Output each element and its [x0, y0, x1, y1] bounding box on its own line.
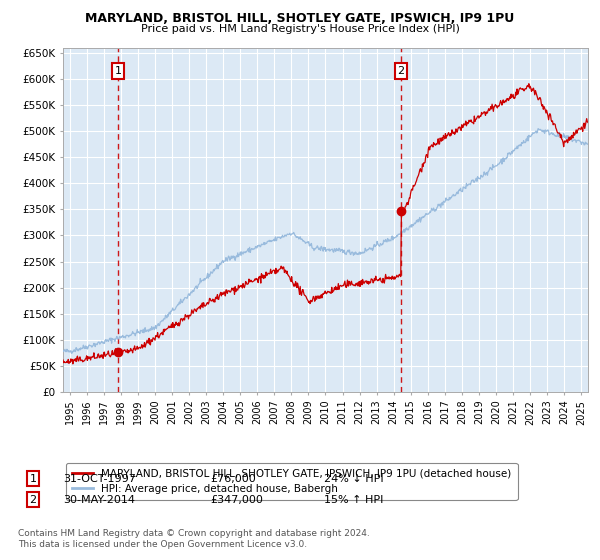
Text: 2: 2: [29, 494, 37, 505]
Text: 1: 1: [29, 474, 37, 484]
Text: 15% ↑ HPI: 15% ↑ HPI: [324, 494, 383, 505]
Text: MARYLAND, BRISTOL HILL, SHOTLEY GATE, IPSWICH, IP9 1PU: MARYLAND, BRISTOL HILL, SHOTLEY GATE, IP…: [85, 12, 515, 25]
Text: £347,000: £347,000: [210, 494, 263, 505]
Text: Price paid vs. HM Land Registry's House Price Index (HPI): Price paid vs. HM Land Registry's House …: [140, 24, 460, 34]
Text: 30-MAY-2014: 30-MAY-2014: [63, 494, 135, 505]
Text: 1: 1: [115, 66, 122, 76]
Text: Contains HM Land Registry data © Crown copyright and database right 2024.
This d: Contains HM Land Registry data © Crown c…: [18, 529, 370, 549]
Text: 31-OCT-1997: 31-OCT-1997: [63, 474, 136, 484]
Text: 2: 2: [397, 66, 404, 76]
Text: £76,000: £76,000: [210, 474, 256, 484]
Legend: MARYLAND, BRISTOL HILL, SHOTLEY GATE, IPSWICH, IP9 1PU (detached house), HPI: Av: MARYLAND, BRISTOL HILL, SHOTLEY GATE, IP…: [65, 463, 517, 500]
Text: 24% ↓ HPI: 24% ↓ HPI: [324, 474, 383, 484]
